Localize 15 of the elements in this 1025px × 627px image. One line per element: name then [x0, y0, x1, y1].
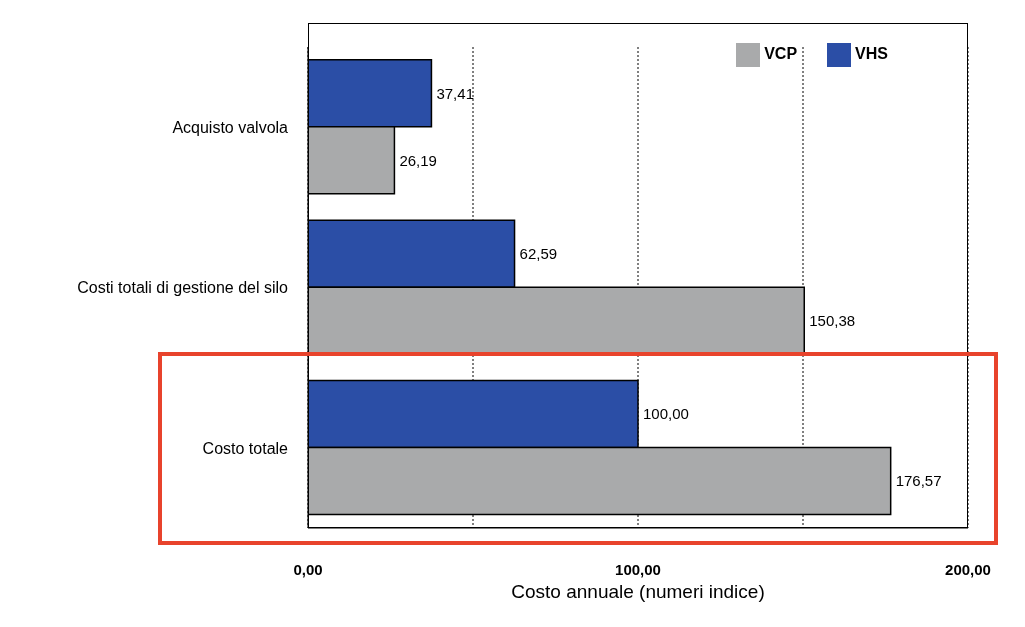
- x-tick-label: 0,00: [293, 560, 323, 578]
- legend-label: VCP: [764, 45, 798, 63]
- data-label: 26,19: [399, 151, 437, 169]
- data-label: 176,57: [895, 472, 942, 490]
- x-axis-title: Costo annuale (numeri indice): [511, 581, 765, 602]
- data-label: 150,38: [809, 311, 856, 329]
- data-label: 37,41: [436, 84, 474, 102]
- legend-label: VHS: [855, 45, 888, 63]
- x-tick-label: 200,00: [945, 560, 991, 578]
- x-tick-label: 100,00: [615, 560, 661, 578]
- data-label: 62,59: [519, 244, 558, 262]
- data-label: 100,00: [643, 405, 689, 423]
- y-tick-label: Costi totali di gestione del silo: [77, 279, 289, 297]
- y-tick-label: Costo totale: [202, 439, 289, 457]
- y-tick-label: Acquisto valvola: [172, 118, 289, 136]
